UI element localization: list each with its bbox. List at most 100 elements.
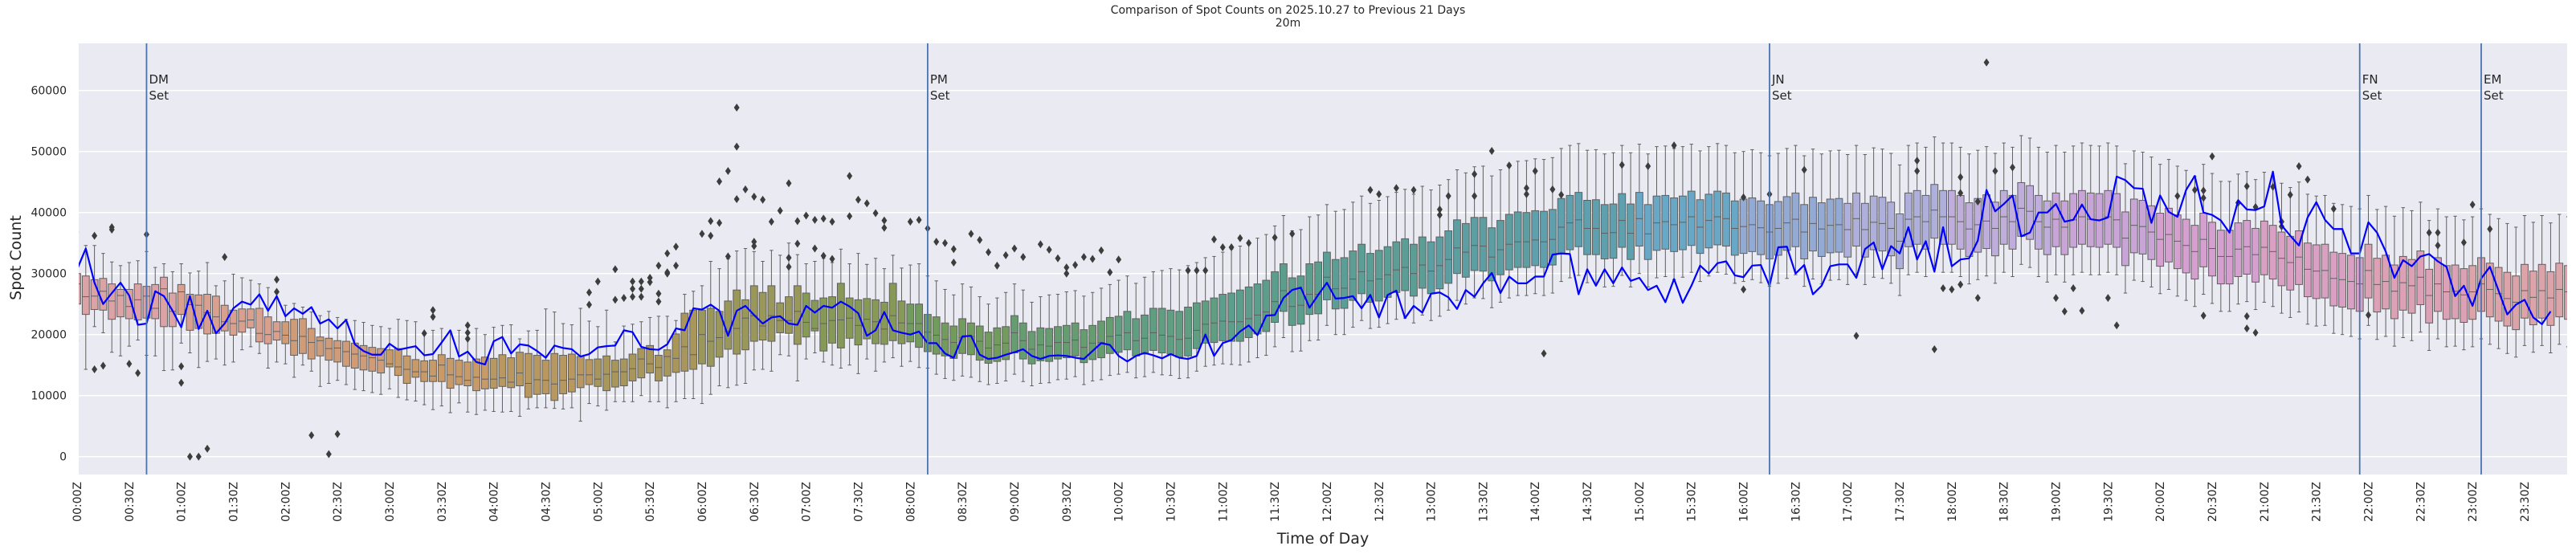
box-iqr (1036, 327, 1045, 361)
box-114 (1062, 291, 1071, 380)
box-145 (1331, 210, 1340, 336)
box-iqr (1184, 307, 1192, 356)
box-231 (2078, 142, 2086, 273)
outlier-point (829, 255, 835, 263)
today-line (79, 170, 2552, 366)
box-iqr (229, 309, 238, 336)
box-115 (1071, 290, 1080, 377)
box-iqr (2113, 193, 2121, 248)
box-133 (1227, 248, 1235, 365)
outlier-point (655, 289, 662, 298)
box-iqr (1392, 241, 1401, 293)
box-iqr (672, 333, 680, 373)
y-tick-label: 60000 (31, 85, 67, 98)
box-iqr (2434, 257, 2442, 312)
x-tick-label: 06:00Z (696, 482, 709, 522)
box-57 (567, 324, 576, 409)
outlier-point (933, 238, 940, 246)
box-iqr (1453, 219, 1461, 275)
box-194 (1757, 152, 1766, 283)
box-iqr (2286, 235, 2295, 291)
x-tick-label: 18:00Z (1946, 482, 1959, 522)
box-iqr (2035, 194, 2043, 250)
outlier-point (630, 284, 636, 293)
box-iqr (793, 285, 802, 345)
y-tick-label: 50000 (31, 146, 67, 159)
outlier-point (186, 452, 193, 461)
outlier-point (1983, 58, 1990, 67)
outlier-point (2243, 182, 2250, 191)
box-126 (1166, 268, 1175, 377)
outlier-point (1436, 205, 1443, 214)
x-tick-label: 07:00Z (801, 482, 814, 522)
x-tick-label: 01:00Z (176, 482, 189, 522)
x-tick-label: 03:00Z (384, 482, 397, 522)
box-iqr (2407, 259, 2416, 314)
x-tick-label: 18:30Z (1998, 482, 2011, 522)
box-iqr (281, 321, 290, 344)
outlier-point (1210, 235, 1217, 244)
box-268 (2398, 207, 2407, 338)
box-135 (1244, 242, 1253, 363)
box-241 (2165, 159, 2173, 290)
outlier-point (1063, 269, 1070, 278)
x-axis-label: Time of Day (1276, 530, 1370, 548)
outlier-point (847, 212, 853, 221)
outlier-point (968, 230, 974, 238)
box-175 (1591, 149, 1600, 283)
box-125 (1157, 270, 1166, 376)
outlier-point (1558, 190, 1565, 199)
outlier-point (2435, 241, 2441, 250)
box-280 (2503, 222, 2512, 354)
box-iqr (611, 360, 619, 388)
outlier-point (2460, 238, 2467, 246)
outlier-point (2053, 294, 2060, 303)
box-104 (975, 296, 984, 382)
box-iqr (2129, 198, 2138, 254)
box-55 (550, 312, 559, 409)
box-229 (2060, 151, 2069, 283)
box-iqr (2347, 255, 2355, 310)
outlier-point (1289, 230, 1296, 238)
outlier-point (1488, 146, 1495, 155)
reference-label: DM (149, 72, 169, 87)
box-iqr (498, 354, 507, 387)
box-204 (1843, 154, 1852, 285)
y-tick-label: 0 (59, 451, 67, 464)
outlier-point (2061, 307, 2068, 316)
box-iqr (247, 308, 255, 328)
outlier-point (2243, 324, 2250, 333)
outlier-point (586, 288, 592, 297)
box-iqr (567, 353, 576, 393)
box-iqr (1852, 192, 1860, 247)
outlier-point (1958, 280, 1964, 289)
box-iqr (2425, 268, 2434, 324)
box-iqr (733, 289, 741, 355)
box-107 (1002, 291, 1010, 381)
box-iqr (1323, 251, 1331, 300)
outlier-point (2366, 311, 2372, 320)
x-tick-label: 08:00Z (904, 482, 917, 522)
outlier-point (1949, 285, 1955, 294)
box-iqr (975, 325, 984, 361)
box-iqr (1869, 195, 1878, 250)
box-86 (819, 258, 828, 363)
outlier-point (1619, 161, 1625, 169)
box-18 (229, 273, 238, 363)
outlier-point (1410, 185, 1417, 194)
box-iqr (1010, 315, 1019, 354)
outlier-point (2435, 228, 2441, 237)
outlier-point (794, 239, 801, 248)
box-65 (637, 321, 646, 397)
box-181 (1643, 153, 1652, 287)
box-iqr (1826, 198, 1835, 254)
box-iqr (888, 283, 897, 341)
box-iqr (307, 328, 316, 360)
box-257 (2303, 193, 2312, 325)
box-24 (281, 304, 290, 365)
box-64 (628, 324, 637, 402)
box-iqr (1340, 257, 1349, 309)
box-139 (1279, 215, 1288, 338)
outlier-point (872, 209, 879, 218)
x-tick-label: 04:00Z (488, 482, 501, 522)
